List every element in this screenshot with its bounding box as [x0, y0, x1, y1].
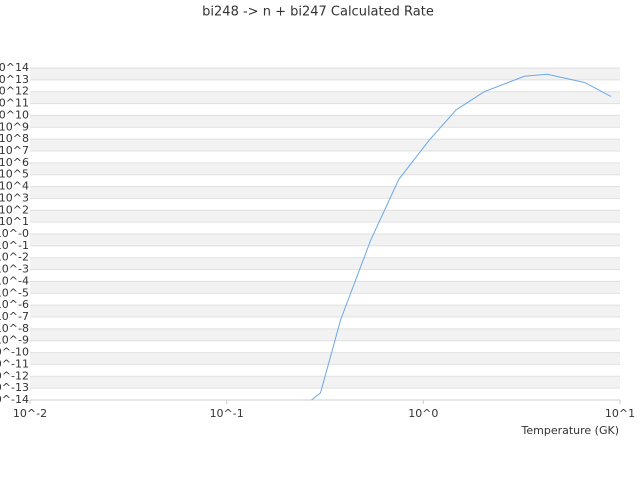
- y-tick-label: 10^-10: [0, 346, 29, 359]
- grid-band: [30, 68, 620, 80]
- grid-band: [30, 234, 620, 246]
- y-tick-label: 10^5: [0, 168, 29, 181]
- grid-band: [30, 139, 620, 151]
- y-tick-label: 10^10: [0, 108, 29, 121]
- x-axis-label: Temperature (GK): [521, 424, 620, 437]
- chart-title: bi248 -> n + bi247 Calculated Rate: [202, 5, 434, 20]
- y-tick-label: 10^-1: [0, 239, 29, 252]
- y-tick-label: 10^7: [0, 144, 29, 157]
- y-tick-label: 10^-14: [0, 393, 29, 406]
- grid-band: [30, 91, 620, 104]
- y-tick-label: 10^3: [0, 191, 29, 204]
- y-tick-label: 10^4: [0, 180, 29, 193]
- y-tick-label: 10^-4: [0, 274, 29, 287]
- y-tick-label: 10^-13: [0, 381, 29, 394]
- grid-band: [30, 210, 620, 223]
- grid-band: [30, 352, 620, 365]
- data-line: [311, 73, 612, 401]
- x-tick-label: 10^-1: [210, 407, 244, 420]
- grid-band: [30, 281, 620, 294]
- y-tick-label: 10^-6: [0, 298, 29, 311]
- x-tick-label: 10^-2: [13, 407, 47, 420]
- y-tick-label: 10^11: [0, 97, 29, 110]
- grid-band: [30, 257, 620, 270]
- y-tick-label: 10^2: [0, 203, 29, 216]
- y-tick-label: 10^-11: [0, 357, 29, 370]
- y-tick-label: 10^9: [0, 120, 29, 133]
- y-tick-label: 10^-0: [0, 227, 29, 240]
- y-tick-label: 10^-3: [0, 263, 29, 276]
- y-tick-label: 10^13: [0, 73, 29, 86]
- grid-band: [30, 115, 620, 128]
- y-tick-label: 10^12: [0, 85, 29, 98]
- y-tick-label: 10^-7: [0, 310, 29, 323]
- x-tick-label: 10^1: [605, 407, 635, 420]
- y-tick-label: 10^-5: [0, 286, 29, 299]
- grid-band: [30, 162, 620, 175]
- y-tick-label: 10^-8: [0, 322, 29, 335]
- y-tick-label: 10^-9: [0, 334, 29, 347]
- grid-band: [30, 328, 620, 341]
- grid-band: [30, 376, 620, 389]
- grid-band: [30, 186, 620, 199]
- y-tick-label: 10^14: [0, 61, 29, 74]
- y-tick-label: 10^8: [0, 132, 29, 145]
- y-tick-label: 10^-2: [0, 251, 29, 264]
- y-tick-label: 10^6: [0, 156, 29, 169]
- y-tick-label: 10^1: [0, 215, 29, 228]
- x-tick-label: 10^0: [408, 407, 438, 420]
- grid-band: [30, 305, 620, 317]
- y-tick-label: 10^-12: [0, 369, 29, 382]
